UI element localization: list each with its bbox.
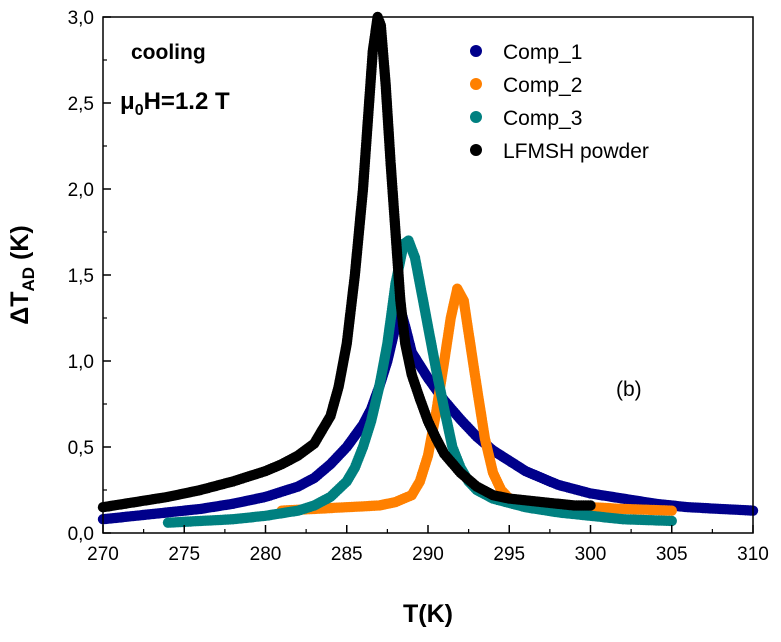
y-tick-label: 2,5: [68, 94, 94, 115]
x-tick-label: 310: [737, 544, 769, 565]
x-tick-label: 295: [493, 544, 525, 565]
x-tick-label: 285: [331, 544, 363, 565]
legend-marker: [470, 144, 482, 156]
legend-marker: [470, 111, 482, 123]
legend: Comp_1 Comp_2 Comp_3 LFMSH powder: [470, 41, 649, 163]
data-point: [666, 515, 677, 527]
annotation-mode: cooling: [131, 41, 206, 64]
y-tick-label: 3,0: [68, 8, 94, 29]
legend-label: Comp_3: [503, 107, 582, 130]
y-axis-title-sub: AD: [19, 267, 38, 292]
x-tick-label: 290: [412, 544, 444, 565]
y-axis-title: ΔTAD (K): [6, 225, 38, 324]
y-axis-title-suffix: (K): [6, 225, 34, 267]
y-tick-label: 2,0: [68, 180, 94, 201]
x-tick-label: 270: [87, 544, 119, 565]
y-tick-label: 1,5: [68, 266, 94, 287]
legend-label: LFMSH powder: [503, 140, 649, 163]
legend-label: Comp_2: [503, 74, 582, 97]
legend-marker: [470, 78, 482, 90]
x-tick-label: 280: [250, 544, 282, 565]
x-tick-label: 300: [575, 544, 607, 565]
y-tick-label: 1,0: [68, 352, 94, 373]
y-tick-label: 0,0: [68, 524, 94, 545]
legend-label: Comp_1: [503, 41, 582, 64]
x-tick-label: 275: [168, 544, 200, 565]
annotation-field-rest: H=1.2 T: [144, 88, 230, 115]
annotation-field-sub: 0: [135, 102, 144, 119]
annotation-field-mu: μ: [120, 88, 135, 115]
annotation-panel: (b): [616, 378, 642, 401]
legend-marker: [470, 45, 482, 57]
series-4: [97, 11, 596, 513]
y-tick-label: 0,5: [68, 438, 94, 459]
y-axis-title-prefix: ΔT: [6, 291, 34, 324]
x-tick-label: 305: [656, 544, 688, 565]
data-point: [585, 500, 596, 511]
series-layer: [97, 11, 759, 528]
ticks-layer: 270 275 280 285 290 295 300 305 310 0,0 0,5 1,0 1,5 2…: [68, 8, 769, 565]
data-point: [666, 505, 677, 516]
x-axis-title: T(K): [403, 600, 453, 628]
annotation-field: μ0H=1.2 T: [120, 88, 230, 119]
